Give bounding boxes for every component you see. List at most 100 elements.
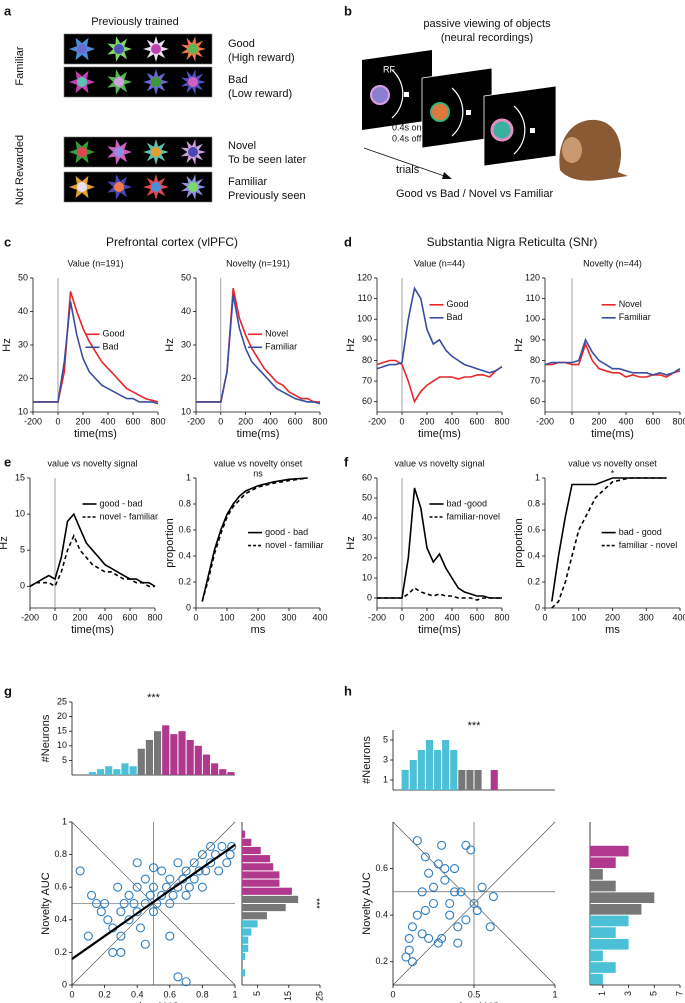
bar: [145, 739, 153, 775]
x-tick-label: 0.5: [468, 989, 481, 999]
point: [428, 898, 439, 909]
panel-label: a: [4, 3, 12, 18]
x-tick-label: 0.4: [131, 989, 144, 999]
point: [424, 868, 434, 878]
point: [206, 841, 216, 852]
bar: [242, 920, 258, 928]
line-series: [376, 359, 503, 404]
y-tick-label: 0.2: [178, 576, 191, 586]
y-tick-label: 110: [526, 293, 540, 303]
chart-title: Novelty (n=44): [583, 258, 642, 268]
y-axis-label: #Neurons: [40, 714, 52, 762]
y-tick-label: 1: [62, 816, 67, 826]
x-axis-label: ms: [251, 624, 266, 636]
chart-title: value vs novelty onset: [214, 458, 303, 468]
monkey: [559, 119, 628, 181]
chart-title: Value (n=191): [67, 258, 123, 268]
y-tick-label: 1: [383, 774, 388, 784]
y-tick-label: 0.4: [178, 550, 191, 560]
object-core: [114, 147, 124, 157]
x-axis-label: value AUC: [128, 1001, 180, 1003]
line-series: [201, 477, 308, 602]
x-tick-label: 0.6: [164, 989, 177, 999]
point: [113, 882, 123, 892]
y-tick-label: 70: [530, 375, 540, 385]
y-tick-label: 1: [535, 472, 540, 482]
point: [437, 840, 447, 850]
point: [157, 866, 167, 876]
x-tick-label: 200: [605, 612, 620, 622]
point: [456, 887, 466, 897]
point: [165, 931, 175, 941]
point: [206, 858, 216, 868]
trials-arrow: [363, 147, 451, 179]
y-tick-label: 15: [15, 472, 25, 482]
x-axis-label: value AUC: [448, 1001, 500, 1003]
y-axis-label: Hz: [164, 338, 176, 351]
point: [488, 891, 498, 902]
object-core: [188, 77, 198, 87]
legend-label: familiar - novel: [619, 540, 678, 550]
row-sublabel: To be seen later: [228, 154, 307, 166]
y-tick-label: 0: [186, 602, 191, 612]
bar: [409, 760, 417, 790]
y-tick-label: 0: [62, 979, 67, 989]
line-series: [544, 337, 681, 376]
y-axis-label: #Neurons: [361, 736, 373, 784]
point: [184, 882, 194, 892]
y-tick-label: 0.4: [527, 550, 540, 560]
row-label: Good: [228, 38, 255, 50]
bar: [242, 936, 249, 944]
x-tick-label: 0: [542, 612, 547, 622]
bar: [137, 748, 145, 775]
bar: [474, 770, 482, 790]
bar: [242, 895, 299, 903]
bar: [458, 770, 466, 790]
point: [157, 890, 167, 900]
x-tick-label: 200: [250, 612, 265, 622]
object-core: [151, 182, 161, 192]
y-tick-label: 0.8: [178, 498, 191, 508]
y-tick-label: 25: [57, 696, 67, 706]
point: [428, 882, 439, 892]
bar: [242, 969, 246, 977]
x-tick-label: 0: [218, 416, 223, 426]
group-label: Familiar: [14, 46, 26, 85]
bar: [590, 915, 629, 927]
y-axis-label: Hz: [513, 338, 525, 351]
x-tick-label: 800: [312, 416, 327, 426]
x-tick-label: 600: [469, 612, 484, 622]
y-tick-label: 0.8: [54, 849, 67, 859]
bar: [178, 731, 186, 775]
chart-title: value vs novelty onset: [568, 458, 657, 468]
bar: [96, 769, 105, 775]
bar: [129, 766, 137, 775]
x-tick-label: 0.8: [196, 989, 209, 999]
y-tick-label: 100: [357, 314, 372, 324]
object-core: [188, 44, 198, 54]
point: [461, 915, 471, 925]
bar: [242, 912, 267, 920]
point: [173, 972, 183, 982]
legend-label: bad - good: [619, 527, 662, 537]
point: [124, 915, 134, 925]
y-tick-label: 10: [181, 406, 191, 416]
bar: [442, 740, 450, 790]
y-axis-label: Hz: [1, 338, 13, 351]
object-core: [151, 147, 161, 157]
point: [96, 907, 106, 917]
x-tick-label: 25: [314, 991, 324, 1001]
bar: [242, 846, 261, 855]
point: [217, 841, 227, 852]
y-tick-label: 0.4: [375, 910, 388, 920]
y-tick-label: 0.4: [54, 914, 67, 924]
point: [108, 947, 118, 957]
point: [135, 923, 146, 933]
y-axis-label: Hz: [345, 536, 357, 549]
screen: [362, 50, 432, 130]
bar: [186, 739, 194, 775]
point: [148, 863, 159, 873]
row-label: Bad: [228, 74, 248, 86]
point: [75, 866, 85, 876]
object-core: [151, 44, 161, 54]
